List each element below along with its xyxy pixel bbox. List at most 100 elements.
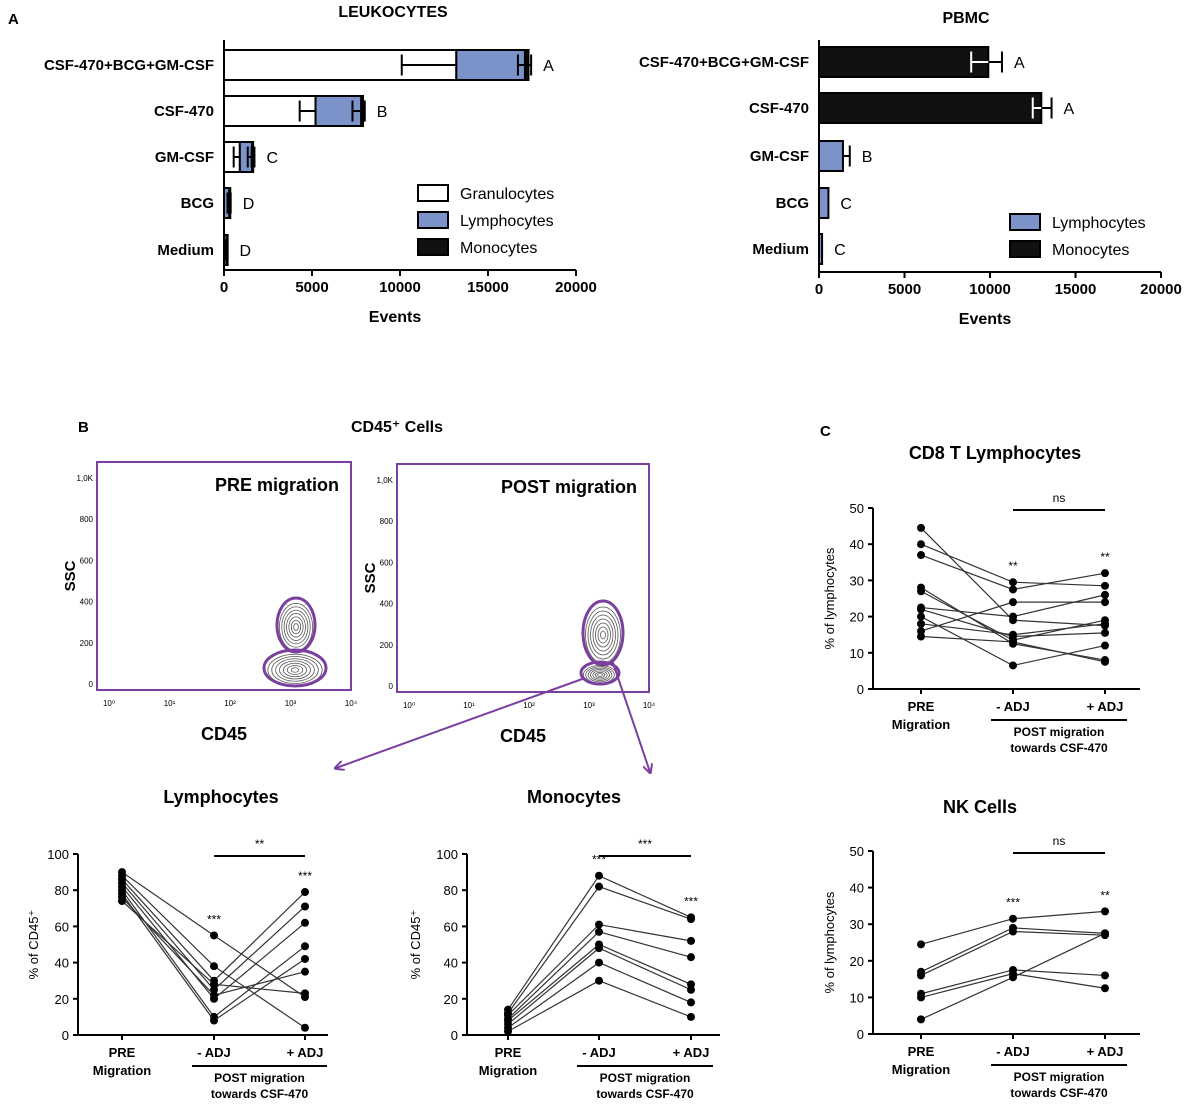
flow-plot-label: POST migration [501,477,637,497]
data-point-s2-pre-migration [917,540,925,549]
y-tick-label: 20 [55,992,69,1007]
significance-letter-csf-470: A [1064,101,1075,118]
chart-title: PBMC [942,10,990,27]
x-tick-label: 15000 [1055,281,1097,298]
gate-ellipse [262,648,328,688]
flow-title: CD45⁺ Cells [351,419,443,436]
monocytes-scatter-chart: Monocytes 0 20 40 60 80 100 % of CD45⁺ PRE Migrat… [408,787,720,1101]
x-tick-label-migration: Migration [479,1063,538,1078]
y-tick-label: 40 [444,956,458,971]
data-point-s6-adj [595,944,603,953]
flow-x-tick-label: 10¹ [164,699,176,708]
group-label-line1: POST migration [1014,725,1105,739]
contour-line [290,667,300,673]
x-tick-label-migration: Migration [892,717,951,732]
data-point-s7-adj [1101,628,1109,637]
flow-y-tick-label: 200 [380,641,394,650]
chart-title: Monocytes [527,787,621,807]
group-label-line2: towards CSF-470 [1010,1086,1108,1100]
contour-line [592,670,608,680]
bar-lymphocytes-gm-csf [818,140,844,172]
panel-label-a: A [8,11,19,28]
data-point-s3-adj [1009,927,1017,936]
significance-marker-adj: *** [684,894,698,908]
data-point-s8-adj [595,976,603,985]
chart-title: LEUKOCYTES [338,4,448,21]
flow-y-tick-label: 400 [80,598,94,607]
arrow-to-monocytes [611,659,650,772]
y-tick-label: 40 [850,881,864,896]
flow-y-tick-label: 0 [389,682,394,691]
significance-marker-adj: ** [1100,550,1110,564]
data-point-s3-adj [1009,585,1017,594]
data-point-s6-adj [1101,590,1109,599]
legend-swatch-granulocytes [417,184,449,202]
significance-letter-csf-470: B [377,104,388,121]
significance-marker-adj: ** [1100,888,1110,902]
flow-y-tick-label: 800 [80,515,94,524]
data-point-s7-pre-migration [917,605,925,614]
x-tick-label-migration: Migration [93,1063,152,1078]
flow-plot-label: PRE migration [215,475,339,495]
data-point-s6-adj [1009,612,1017,621]
contour-line [271,656,319,684]
contour-line [590,614,616,656]
x-tick-label-adj: - ADJ [996,1044,1029,1059]
data-point-s8-adj [210,991,218,1000]
legend-swatch-monocytes [417,238,449,256]
x-tick-label: 10000 [379,279,421,296]
category-label-bcg: BCG [776,195,809,212]
data-point-s2-adj [301,1023,309,1032]
data-point-s8-pre-migration [917,612,925,621]
data-point-s11-adj [1101,657,1109,666]
y-tick-label: 80 [444,883,458,898]
flow-x-tick-label: 10⁴ [345,699,358,708]
contour-line [288,616,304,638]
x-tick-label: 10000 [969,281,1011,298]
data-point-s8-adj [687,1012,695,1021]
y-tick-label: 0 [857,1027,864,1042]
x-tick-label-pre: PRE [495,1045,522,1060]
significance-letter-csf-470-bcg-gm-csf: A [1014,55,1025,72]
data-point-s6-adj [301,942,309,951]
significance-letter-gm-csf: B [862,149,873,166]
x-tick-label-pre: PRE [908,699,935,714]
contour-line [592,618,614,652]
data-point-s6-adj [1009,973,1017,982]
y-tick-label: 100 [436,847,458,862]
data-point-s5-pre-migration [917,993,925,1002]
y-tick-label: 0 [451,1028,458,1043]
legend-label-lymphocytes: Lymphocytes [1052,215,1146,232]
comparison-label: ns [1053,491,1066,505]
flow-x-tick-label: 10² [523,701,535,710]
bar-lymphocytes-medium [818,233,824,265]
data-point-s2-adj [1009,578,1017,587]
series-line-s1 [920,527,1106,627]
x-tick-label: 5000 [295,279,328,296]
flow-x-tick-label: 10⁰ [403,701,415,710]
contour-line [293,623,299,631]
y-axis-label: % of CD45⁺ [408,910,423,980]
flow-x-axis-label: CD45 [201,724,247,744]
gate-ellipse [579,660,621,686]
y-tick-label: 10 [850,990,864,1005]
bar-monocytes-csf-470 [818,92,1043,124]
category-label-medium: Medium [752,241,809,258]
flow-plot-frame [96,461,352,691]
contour-line [279,660,311,680]
category-label-medium: Medium [157,242,214,259]
data-point-s5-adj [301,918,309,927]
category-label-csf-470: CSF-470 [749,100,809,117]
data-point-s4-adj [301,902,309,911]
contour-line [594,671,606,679]
data-point-s9-adj [301,989,309,998]
contour-line [587,610,619,660]
category-label-csf-470: CSF-470 [154,103,214,120]
x-tick-label: 0 [815,281,823,298]
comparison-label: ** [255,837,265,851]
data-point-s1-adj [595,871,603,880]
data-point-s4-adj [687,953,695,962]
data-point-s2-adj [210,962,218,971]
data-point-s5-pre-migration [917,587,925,596]
